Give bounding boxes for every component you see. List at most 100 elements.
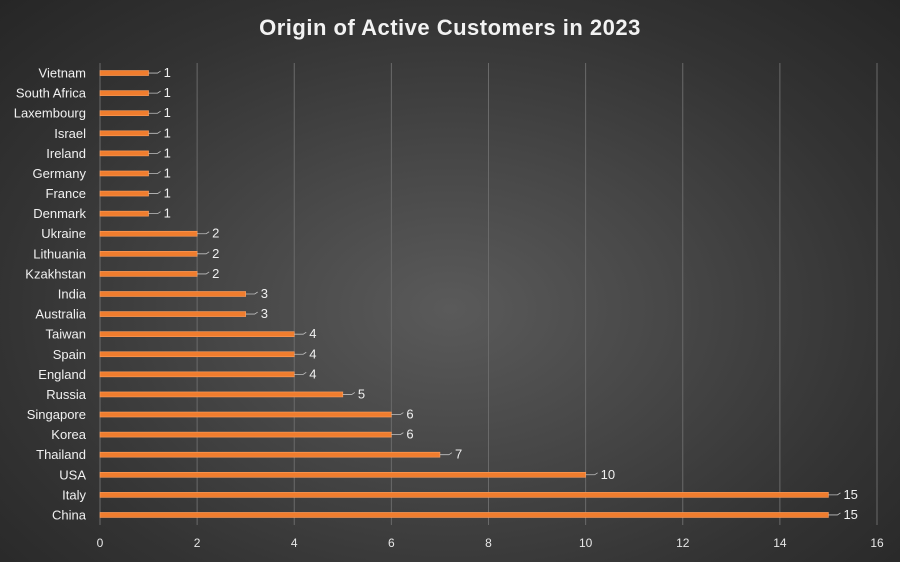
leader-line <box>148 110 161 114</box>
data-label: 2 <box>212 226 219 241</box>
category-label: Thailand <box>36 447 86 462</box>
x-tick-label: 0 <box>97 536 104 550</box>
category-label: India <box>58 287 87 302</box>
data-labels: 1 1 1 1 1 1 1 1 2 2 2 3 3 4 4 4 5 6 6 7 10 15 15 <box>148 65 858 522</box>
data-label: 15 <box>843 507 857 522</box>
leader-line <box>197 231 210 235</box>
category-label: Ukraine <box>41 226 86 241</box>
data-label: 1 <box>164 206 171 221</box>
x-tick-label: 8 <box>485 536 492 550</box>
category-label: Denmark <box>33 206 86 221</box>
leader-line <box>342 392 356 395</box>
category-label: USA <box>59 467 86 482</box>
data-label: 1 <box>164 165 171 180</box>
category-label: Israel <box>54 126 86 141</box>
bar <box>99 210 149 217</box>
category-label: Russia <box>46 387 87 402</box>
category-label: Italy <box>62 487 86 502</box>
bar <box>99 150 149 157</box>
category-label: Singapore <box>27 407 86 422</box>
bar <box>99 271 198 277</box>
grid-lines <box>99 63 878 525</box>
leader-line <box>197 251 210 255</box>
data-label: 1 <box>164 145 171 160</box>
data-label: 15 <box>843 487 857 502</box>
chart-title: Origin of Active Customers in 2023 <box>259 15 641 40</box>
bars <box>99 70 829 518</box>
bar <box>99 331 295 337</box>
data-label: 10 <box>601 467 615 482</box>
bar <box>99 90 149 96</box>
bar <box>99 190 149 197</box>
category-label: Taiwan <box>46 327 86 342</box>
leader-line <box>439 452 453 456</box>
data-label: 3 <box>261 306 268 321</box>
data-label: 6 <box>406 427 413 442</box>
bar <box>99 411 392 418</box>
category-label: Australia <box>35 307 86 322</box>
category-label: Vietnam <box>39 66 86 81</box>
x-axis-ticks: 0 2 4 6 8 10 12 14 16 <box>97 536 884 550</box>
bar <box>99 391 344 398</box>
x-tick-label: 4 <box>291 536 298 550</box>
bar <box>99 351 295 358</box>
x-tick-label: 12 <box>676 536 690 550</box>
bar <box>99 291 246 297</box>
data-label: 4 <box>309 326 316 341</box>
category-label: France <box>46 186 86 201</box>
leader-line <box>828 512 841 516</box>
data-label: 1 <box>164 85 171 100</box>
leader-line <box>294 372 307 375</box>
bar <box>99 512 829 518</box>
bar <box>99 431 392 438</box>
category-label: Korea <box>51 427 86 442</box>
bar <box>99 130 149 137</box>
data-label: 1 <box>164 105 171 120</box>
data-label: 1 <box>164 65 171 80</box>
x-tick-label: 16 <box>870 536 884 550</box>
data-label: 2 <box>212 266 219 281</box>
leader-line <box>148 151 161 154</box>
data-label: 6 <box>406 407 413 422</box>
leader-line <box>148 211 161 215</box>
category-label: China <box>52 507 87 522</box>
leader-line <box>828 492 841 496</box>
category-label: Germany <box>33 166 87 181</box>
bar <box>99 471 586 478</box>
leader-line <box>245 291 258 295</box>
bar <box>99 371 295 378</box>
leader-line <box>148 191 161 194</box>
bar <box>99 230 198 237</box>
leader-line <box>585 472 598 476</box>
leader-line <box>148 130 161 134</box>
bar <box>99 110 149 117</box>
data-label: 2 <box>212 246 219 261</box>
category-label: Lithuania <box>33 246 87 261</box>
bar <box>99 251 198 257</box>
bar <box>99 311 246 317</box>
leader-line <box>245 311 258 315</box>
bar <box>99 70 149 76</box>
leader-line <box>294 331 307 335</box>
category-label: England <box>38 367 86 382</box>
data-label: 7 <box>455 447 462 462</box>
leader-line <box>148 171 161 174</box>
data-label: 5 <box>358 386 365 401</box>
data-label: 4 <box>309 346 316 361</box>
category-label: South Africa <box>16 86 87 101</box>
bar <box>99 451 441 458</box>
category-label: Kzakhstan <box>25 266 86 281</box>
category-label: Laxembourg <box>14 106 86 121</box>
leader-line <box>391 412 404 415</box>
leader-line <box>197 271 210 275</box>
leader-line <box>294 351 307 355</box>
x-tick-label: 2 <box>194 536 201 550</box>
data-label: 4 <box>309 366 316 381</box>
category-label: Ireland <box>46 146 86 161</box>
leader-line <box>391 432 404 436</box>
x-tick-label: 14 <box>773 536 787 550</box>
leader-line <box>148 90 161 94</box>
leader-line <box>148 70 161 74</box>
